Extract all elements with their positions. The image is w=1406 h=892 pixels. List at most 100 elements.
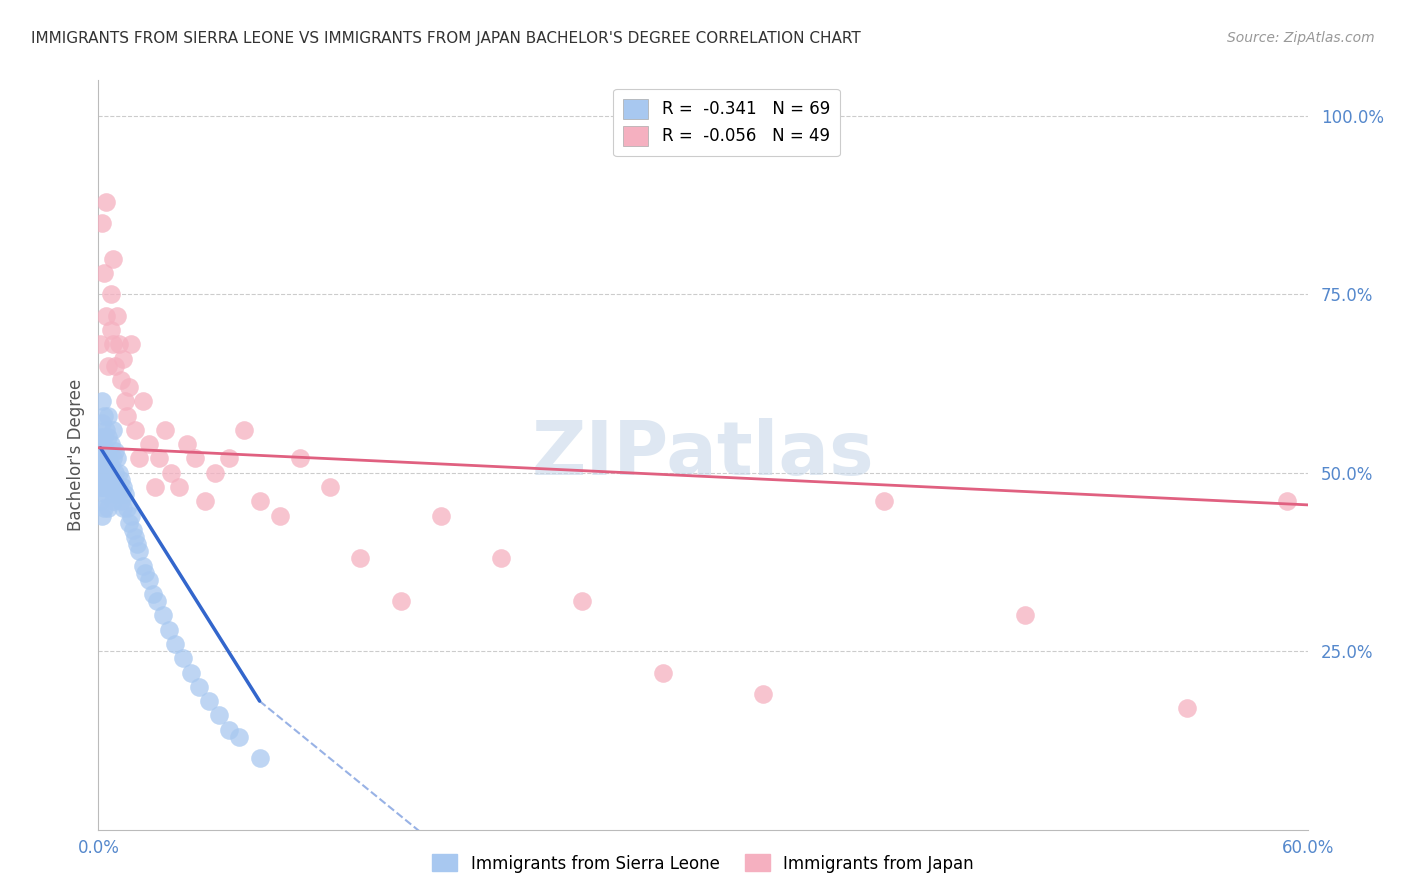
Point [319,480,342,494]
Point [101,494,124,508]
Point [143,480,166,494]
Point [204,466,226,480]
Point [138,437,160,451]
Point [571,594,593,608]
Point [752,687,775,701]
Point [132,394,155,409]
Point [232,423,254,437]
Point [148,451,170,466]
Point [100,458,122,473]
Point [288,451,311,466]
Text: Source: ZipAtlas.com: Source: ZipAtlas.com [1227,31,1375,45]
Point [97,501,120,516]
Point [103,466,125,480]
Point [114,394,136,409]
Point [873,494,896,508]
Point [101,252,124,266]
Point [93,501,115,516]
Point [91,216,114,230]
Point [96,466,118,480]
Point [198,694,221,708]
Point [91,437,114,451]
Point [124,423,146,437]
Point [118,380,141,394]
Point [100,480,122,494]
Point [97,451,120,466]
Point [389,594,412,608]
Point [96,309,118,323]
Point [1277,494,1299,508]
Point [97,480,120,494]
Point [111,501,134,516]
Point [97,359,120,373]
Point [167,480,190,494]
Point [121,523,143,537]
Point [115,501,138,516]
Point [160,466,183,480]
Point [93,480,115,494]
Text: ZIPatlas: ZIPatlas [531,418,875,491]
Point [89,480,111,494]
Point [100,437,122,451]
Point [91,466,114,480]
Point [146,594,169,608]
Point [91,416,114,430]
Point [128,544,150,558]
Point [128,451,150,466]
Point [228,730,250,744]
Point [115,409,138,423]
Point [110,473,132,487]
Point [89,337,111,351]
Point [93,409,115,423]
Point [93,451,115,466]
Point [89,466,111,480]
Point [93,466,115,480]
Point [105,480,128,494]
Point [107,487,129,501]
Point [89,451,111,466]
Point [89,494,111,508]
Point [93,266,115,280]
Point [208,708,231,723]
Point [218,451,240,466]
Point [138,573,160,587]
Text: IMMIGRANTS FROM SIERRA LEONE VS IMMIGRANTS FROM JAPAN BACHELOR'S DEGREE CORRELAT: IMMIGRANTS FROM SIERRA LEONE VS IMMIGRAN… [31,31,860,46]
Point [96,444,118,458]
Point [91,480,114,494]
Point [188,680,211,694]
Point [100,323,122,337]
Point [105,309,128,323]
Point [101,423,124,437]
Point [1175,701,1198,715]
Point [172,651,194,665]
Point [651,665,673,680]
Point [118,516,141,530]
Point [91,394,114,409]
Point [153,423,176,437]
Point [184,451,207,466]
Point [111,351,134,366]
Point [1014,608,1036,623]
Point [89,430,111,444]
Point [97,430,120,444]
Point [491,551,513,566]
Point [93,430,115,444]
Point [103,444,125,458]
Point [96,194,118,209]
Point [111,480,134,494]
Point [152,608,174,623]
Point [249,494,271,508]
Legend: Immigrants from Sierra Leone, Immigrants from Japan: Immigrants from Sierra Leone, Immigrants… [426,847,980,880]
Point [107,337,129,351]
Point [125,537,148,551]
Point [103,487,125,501]
Point [100,287,122,301]
Point [110,373,132,387]
Point [120,508,142,523]
Point [110,494,132,508]
Point [97,409,120,423]
Point [107,466,129,480]
Point [163,637,186,651]
Point [430,508,453,523]
Point [96,423,118,437]
